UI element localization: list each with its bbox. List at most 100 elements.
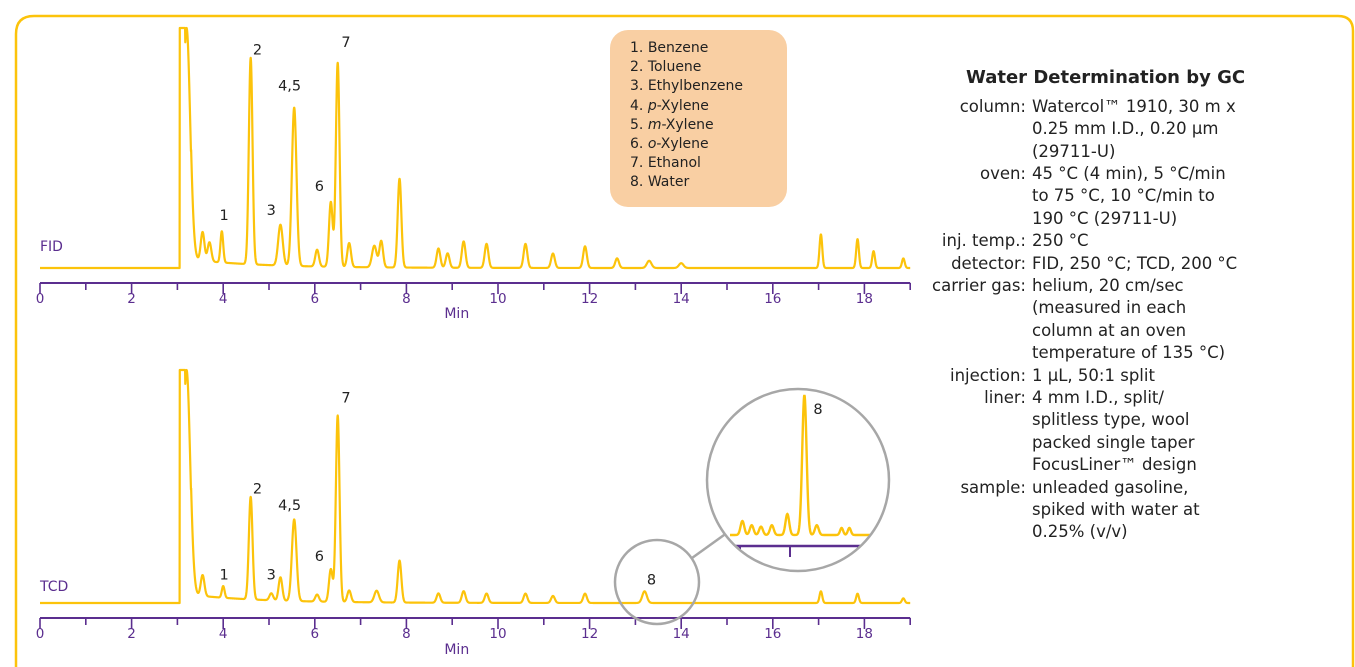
trace-line — [39, 368, 912, 605]
condition-value: Watercol™ 1910, 30 m x 0.25 mm I.D., 0.20… — [1032, 96, 1236, 163]
legend-name: Benzene — [647, 40, 709, 56]
condition-key: detector: — [951, 253, 1026, 273]
peak-label: 2 — [253, 42, 262, 58]
legend-item: 3. Ethylbenzene — [630, 77, 787, 96]
legend-number: 4. — [630, 97, 648, 114]
detector-label: FID — [40, 239, 63, 255]
x-tick-label: 18 — [856, 626, 873, 642]
zoom-inset: 8 — [613, 387, 891, 626]
conditions-title: Water Determination by GC — [966, 67, 1246, 88]
condition-value-line: splitless type, wool — [1032, 410, 1190, 430]
x-tick-label: 12 — [581, 626, 598, 642]
x-tick-label: 8 — [402, 626, 411, 642]
condition-value-line: 0.25 mm I.D., 0.20 µm — [1032, 119, 1219, 139]
detector-label: TCD — [39, 579, 68, 595]
x-tick-label: 8 — [402, 291, 411, 307]
condition-key: sample: — [960, 477, 1026, 497]
x-tick-label: 6 — [311, 291, 320, 307]
legend-item: 7. Ethanol — [630, 154, 787, 173]
zoom-source-circle — [613, 538, 701, 626]
x-tick-label: 14 — [673, 291, 690, 307]
peak-label: 1 — [219, 568, 228, 584]
peak-legend: 1. Benzene 2. Toluene 3. Ethylbenzene 4. p-… — [610, 30, 787, 207]
condition-value-line: 0.25% (v/v) — [1032, 522, 1128, 542]
condition-value-line: 45 °C (4 min), 5 °C/min — [1032, 164, 1226, 184]
legend-item: 6. o-Xylene — [630, 135, 787, 154]
legend-item: 4. p-Xylene — [630, 97, 787, 116]
legend-name: Ethylbenzene — [647, 78, 744, 95]
peak-label: 1 — [219, 208, 228, 224]
peak-label: 4,5 — [278, 78, 301, 94]
legend-name: Toluene — [647, 59, 702, 76]
peak-label: 4,5 — [278, 498, 301, 514]
condition-value: 1 µL, 50:1 split — [1032, 365, 1155, 387]
condition-value-line: (measured in each — [1032, 298, 1187, 318]
condition-value-line: 1 µL, 50:1 split — [1032, 365, 1155, 385]
x-tick-label: 12 — [581, 291, 598, 307]
legend-number: 7. — [630, 155, 648, 172]
peak-label: 3 — [267, 568, 276, 584]
condition-value-line: column at an oven — [1032, 320, 1187, 340]
condition-value-line: 4 mm I.D., split/ — [1032, 388, 1164, 408]
legend-number: 8. — [630, 174, 648, 191]
condition-key: liner: — [984, 388, 1026, 408]
condition-value: FID, 250 °C; TCD, 200 °C — [1032, 253, 1237, 275]
x-tick-label: 10 — [489, 626, 506, 642]
peak-label: 3 — [267, 203, 276, 219]
legend-number: 5. — [630, 116, 648, 133]
peak-label: 7 — [341, 35, 350, 51]
legend-italic-prefix: o — [647, 136, 657, 153]
legend-number: 1. — [630, 40, 648, 56]
legend-item: 5. m-Xylene — [630, 116, 787, 135]
legend-name: -Xylene — [656, 97, 709, 114]
peak-label: 8 — [647, 572, 656, 588]
peak-label: 6 — [315, 549, 324, 565]
x-tick-label: 16 — [764, 291, 781, 307]
legend-name: Ethanol — [647, 155, 701, 172]
legend-name: Water — [647, 174, 690, 191]
condition-value-line: unleaded gasoline, — [1032, 477, 1189, 497]
x-tick-label: 0 — [36, 626, 45, 642]
condition-value-line: 250 °C — [1032, 231, 1089, 251]
condition-value-line: packed single taper — [1032, 432, 1195, 452]
condition-value-line: 190 °C (29711-U) — [1032, 208, 1178, 228]
legend-number: 3. — [630, 78, 648, 95]
condition-value: helium, 20 cm/sec (measured in each column… — [1032, 275, 1225, 364]
condition-value-line: to 75 °C, 10 °C/min to — [1032, 186, 1215, 206]
x-tick-label: 0 — [36, 291, 45, 307]
zoom-trace — [730, 394, 885, 537]
condition-value: 250 °C — [1032, 230, 1089, 252]
condition-value: 4 mm I.D., split/splitless type, wool pac… — [1032, 387, 1197, 476]
x-tick-label: 2 — [127, 291, 136, 307]
condition-value-line: helium, 20 cm/sec — [1032, 276, 1184, 296]
legend-italic-prefix: m — [647, 116, 662, 133]
x-tick-label: 16 — [764, 626, 781, 642]
condition-value-line: temperature of 135 °C) — [1032, 343, 1226, 363]
x-axis-label: Min — [444, 642, 469, 658]
condition-value-line: FocusLiner™ design — [1032, 455, 1197, 475]
legend-item: 1. Benzene — [630, 39, 787, 58]
legend-item: 8. Water — [630, 173, 787, 192]
peak-label: 7 — [341, 391, 350, 407]
x-tick-label: 4 — [219, 291, 228, 307]
condition-value: unleaded gasoline, spiked with water at 0.… — [1032, 477, 1200, 544]
condition-key: column: — [959, 97, 1026, 116]
legend-name: -Xylene — [661, 116, 714, 133]
legend-name: -Xylene — [656, 136, 709, 153]
legend-number: 2. — [630, 59, 648, 76]
x-tick-label: 4 — [219, 626, 228, 642]
legend-item: 2. Toluene — [630, 58, 787, 77]
x-axis-label: Min — [444, 306, 469, 322]
condition-value: 45 °C (4 min), 5 °C/min to 75 °C, 10 °C/m… — [1032, 163, 1226, 230]
condition-value-line: Watercol™ 1910, 30 m x — [1032, 97, 1236, 116]
condition-key: carrier gas: — [932, 276, 1026, 296]
condition-value-line: spiked with water at — [1032, 500, 1200, 520]
x-tick-label: 2 — [127, 626, 136, 642]
peak-label: 6 — [315, 179, 324, 195]
condition-value-line: (29711-U) — [1032, 141, 1116, 161]
condition-key: oven: — [979, 164, 1026, 184]
